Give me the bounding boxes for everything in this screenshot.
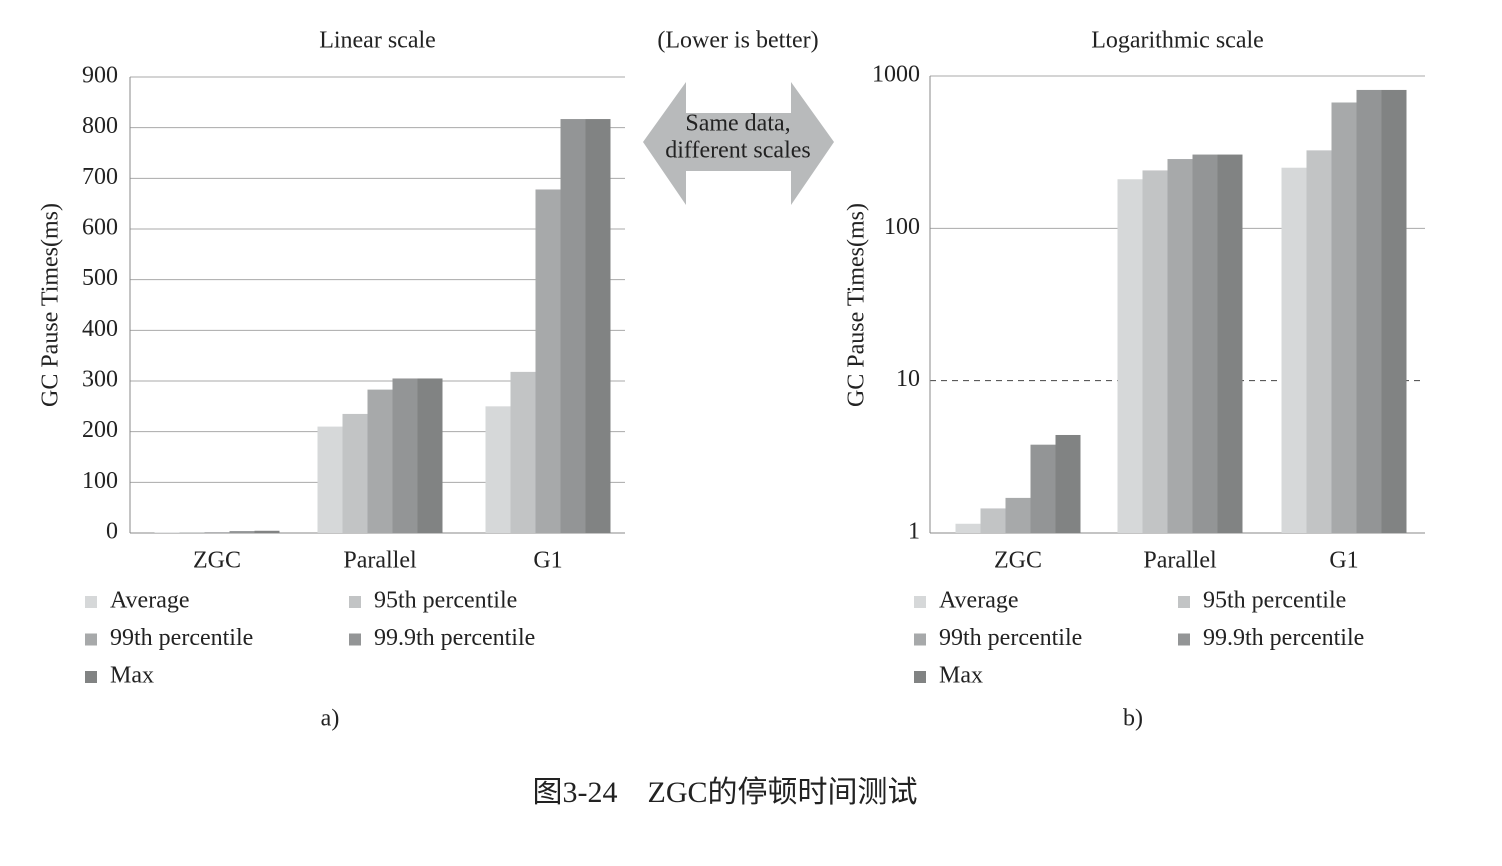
y-tick-label: 500 — [82, 265, 118, 291]
legend-swatch — [914, 633, 926, 646]
legend-label: 99.9th percentile — [1203, 625, 1364, 651]
legend-label: 99.9th percentile — [374, 625, 535, 651]
bar — [254, 530, 280, 533]
bar — [1005, 497, 1031, 533]
bar — [980, 508, 1006, 533]
y-tick-label: 200 — [82, 417, 118, 443]
legend-swatch — [85, 633, 97, 646]
bar — [1356, 89, 1382, 533]
y-tick-label: 1 — [908, 519, 920, 545]
y-tick-label: 0 — [106, 519, 118, 545]
y-tick-label: 1000 — [872, 62, 920, 88]
legend-swatch — [1178, 596, 1190, 608]
legend-label: 95th percentile — [374, 588, 517, 614]
bar — [485, 406, 511, 533]
y-tick-label: 300 — [82, 367, 118, 393]
bar — [367, 389, 393, 533]
bar — [1331, 102, 1357, 534]
legend-swatch — [914, 671, 926, 683]
y-tick-label: 900 — [82, 63, 118, 89]
arrow-label: Same data, — [685, 111, 790, 137]
bar — [1281, 167, 1307, 533]
annotation: (Lower is better) — [657, 28, 818, 54]
bar — [204, 532, 230, 533]
x-tick-label: Parallel — [1143, 548, 1217, 574]
caption: 图3-24 ZGC的停顿时间测试 — [533, 776, 918, 809]
x-tick-label: G1 — [533, 548, 562, 574]
bar — [1381, 89, 1407, 533]
legend-swatch — [349, 633, 361, 646]
y-axis-label: GC Pause Times(ms) — [844, 203, 870, 407]
bar — [1192, 154, 1218, 533]
legend-label: Average — [110, 588, 190, 614]
bar — [1167, 159, 1193, 534]
y-tick-label: 100 — [884, 214, 920, 240]
legend-label: Max — [110, 663, 154, 689]
bar — [229, 531, 255, 533]
legend-swatch — [85, 671, 97, 683]
arrow-label: different scales — [665, 138, 811, 164]
chart-title: Logarithmic scale — [1091, 28, 1264, 54]
bar — [1217, 154, 1243, 533]
bar — [535, 189, 561, 534]
bar — [392, 378, 418, 533]
legend-label: Max — [939, 663, 983, 689]
bar — [342, 413, 368, 533]
bar — [1030, 444, 1056, 533]
subplot-label: b) — [1123, 706, 1143, 732]
bar — [154, 532, 180, 533]
x-tick-label: Parallel — [343, 548, 417, 574]
bar — [179, 532, 205, 533]
subplot-label: a) — [321, 706, 340, 732]
bar — [560, 119, 586, 533]
x-tick-label: ZGC — [994, 548, 1042, 574]
y-tick-label: 400 — [82, 316, 118, 342]
bar — [1117, 179, 1143, 533]
legend-swatch — [1178, 633, 1190, 646]
legend-label: Average — [939, 588, 1019, 614]
chart-title: Linear scale — [319, 28, 436, 54]
bar — [1306, 150, 1332, 533]
bar — [510, 371, 536, 533]
bar — [1055, 434, 1081, 533]
double-arrow — [643, 82, 834, 205]
legend-label: 99th percentile — [939, 625, 1082, 651]
bar — [417, 378, 443, 533]
y-tick-label: 800 — [82, 113, 118, 139]
bar — [317, 426, 343, 533]
y-axis-label: GC Pause Times(ms) — [38, 203, 64, 407]
legend-swatch — [85, 596, 97, 608]
legend-label: 95th percentile — [1203, 588, 1346, 614]
legend-label: 99th percentile — [110, 625, 253, 651]
y-tick-label: 100 — [82, 468, 118, 494]
bar — [955, 523, 981, 533]
x-tick-label: G1 — [1329, 548, 1358, 574]
legend-swatch — [914, 596, 926, 608]
bar — [1142, 170, 1168, 533]
legend-swatch — [349, 596, 361, 608]
y-tick-label: 600 — [82, 215, 118, 241]
y-tick-label: 10 — [896, 366, 920, 392]
bar — [585, 119, 611, 533]
y-tick-label: 700 — [82, 164, 118, 190]
x-tick-label: ZGC — [193, 548, 241, 574]
